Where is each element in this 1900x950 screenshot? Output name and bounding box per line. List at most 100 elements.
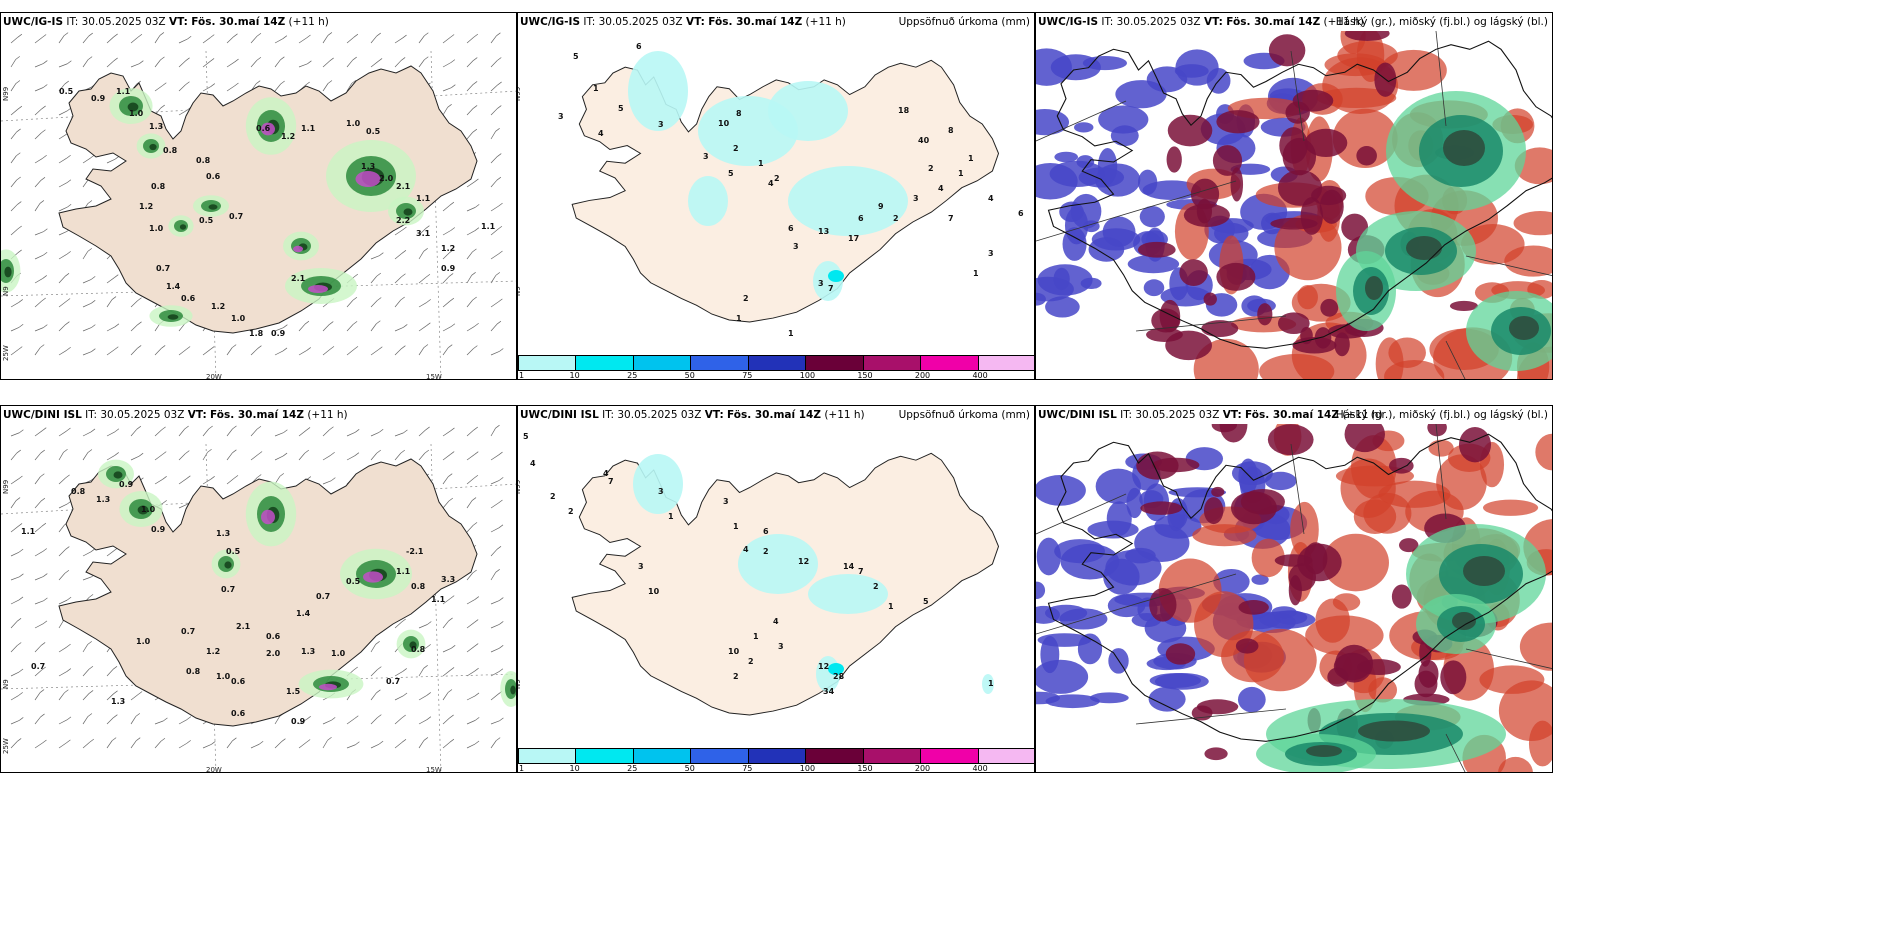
precip-amount-label: 0.9 <box>291 717 306 726</box>
wind-barb <box>10 551 20 557</box>
wind-barb <box>34 645 42 653</box>
wind-barb <box>442 692 449 701</box>
wind-barb-feather <box>473 619 479 623</box>
wind-barb-feather <box>497 57 502 61</box>
wind-barb-feather <box>401 618 406 623</box>
wind-barb <box>370 349 379 356</box>
accumulated-precip-map: 54224731310314621214721512283411023124N9… <box>518 432 1000 716</box>
wind-barb-feather <box>233 475 239 479</box>
precip-amount-label: 1.2 <box>206 647 220 656</box>
precip-amount-label: 2.1 <box>396 182 411 191</box>
accum-amount-label: 4 <box>603 469 609 478</box>
wind-barb-feather <box>66 427 71 432</box>
wind-barb-feather <box>39 200 45 204</box>
wind-barb-feather <box>113 57 118 62</box>
wind-barb-feather <box>448 344 453 348</box>
wind-barb-feather <box>114 274 119 278</box>
wind-barb-feather <box>67 60 72 65</box>
accum-amount-label: 1 <box>888 602 894 611</box>
wind-barb <box>178 349 187 356</box>
mid-cloud-dense-patch <box>1341 213 1369 241</box>
precip-mixed-area <box>261 509 275 525</box>
mid-cloud-dense-patch <box>1292 89 1334 112</box>
wind-barb <box>490 228 499 236</box>
accum-amount-label: 8 <box>948 126 954 135</box>
wind-barb <box>226 61 235 68</box>
wind-barb-feather <box>473 57 478 61</box>
mid-cloud-dense-patch <box>1277 312 1310 335</box>
wind-barb-feather <box>375 641 380 645</box>
wind-barb-feather <box>89 738 95 743</box>
wind-barb-feather <box>425 225 430 229</box>
colorbar-segment <box>978 749 1034 763</box>
wind-barb-feather <box>282 347 288 352</box>
wind-barb-feather <box>353 346 359 350</box>
accum-amount-label: 2 <box>893 214 899 223</box>
wind-barb <box>442 598 451 605</box>
mid-cloud-dense-patch <box>1240 488 1285 515</box>
wind-barb-feather <box>499 645 504 649</box>
low-cloud-patch <box>1036 659 1089 694</box>
accum-amount-label: 10 <box>728 647 740 656</box>
wind-barb-feather <box>39 689 45 693</box>
wind-barb <box>490 108 498 116</box>
wind-barb-feather <box>18 323 24 328</box>
wind-barb <box>106 550 115 557</box>
wind-barb-feather <box>19 429 24 434</box>
wind-barb <box>82 741 91 749</box>
wind-precip-map: 1.10.81.30.91.00.9 1.30.50.72.10.71.21.00… <box>1 424 516 772</box>
wind-barb <box>226 36 234 44</box>
accum-amount-label: 2 <box>873 582 879 591</box>
precip-amount-label: 1.4 <box>166 282 181 291</box>
colorbar-tick-label: 10 <box>569 764 580 773</box>
precip-amount-label: 1.0 <box>136 637 151 646</box>
coastline <box>1047 433 1552 742</box>
wind-barb-feather <box>499 621 504 625</box>
wind-barb-feather <box>256 425 262 430</box>
mid-cloud-dense-patch <box>1304 128 1348 158</box>
mid-cloud-patch <box>1535 433 1552 471</box>
wind-barb <box>394 276 402 284</box>
wind-barb-feather <box>210 83 216 87</box>
mid-cloud-dense-patch <box>1334 332 1350 357</box>
borders <box>1036 31 1552 379</box>
wind-barb <box>418 325 427 332</box>
wind-barb-feather <box>137 33 143 38</box>
accum-amount-label: 5 <box>728 169 734 178</box>
wind-barb <box>490 323 498 332</box>
wind-barb <box>442 62 452 68</box>
axis-label: N9 <box>2 679 10 689</box>
wind-barb <box>34 500 42 509</box>
low-cloud-patch <box>1036 292 1046 306</box>
accum-amount-label: 1 <box>668 512 674 521</box>
wind-barb-feather <box>17 201 22 205</box>
mid-cloud-patch <box>1322 533 1389 592</box>
wind-barb-feather <box>450 227 456 231</box>
high-cloud-core <box>1406 236 1442 260</box>
wind-barb <box>490 301 499 308</box>
wind-barb <box>82 279 92 284</box>
accum-amount-label: 1 <box>988 679 994 688</box>
wind-barb <box>298 719 307 725</box>
wind-barb-feather <box>474 178 479 183</box>
wind-barb <box>82 644 89 653</box>
colorbar-segment <box>576 356 634 370</box>
precip-amount-label: 1.1 <box>21 527 36 536</box>
wind-barb-feather <box>378 740 384 745</box>
wind-barb-feather <box>473 643 479 647</box>
wind-barb-feather <box>499 477 504 481</box>
mid-cloud-dense-patch <box>1203 497 1224 525</box>
precip-amount-label: 0.6 <box>181 294 196 303</box>
mid-cloud-dense-patch <box>1356 145 1377 166</box>
wind-barb-feather <box>280 56 285 61</box>
wind-barb <box>10 695 19 701</box>
wind-barb <box>394 229 403 236</box>
wind-barb <box>10 179 17 188</box>
wind-barb <box>226 452 233 461</box>
wind-barb-feather <box>475 204 480 208</box>
accum-amount-label: 18 <box>898 106 910 115</box>
wind-barb-feather <box>427 621 432 625</box>
wind-barb <box>82 551 92 557</box>
wind-barb <box>466 599 476 605</box>
